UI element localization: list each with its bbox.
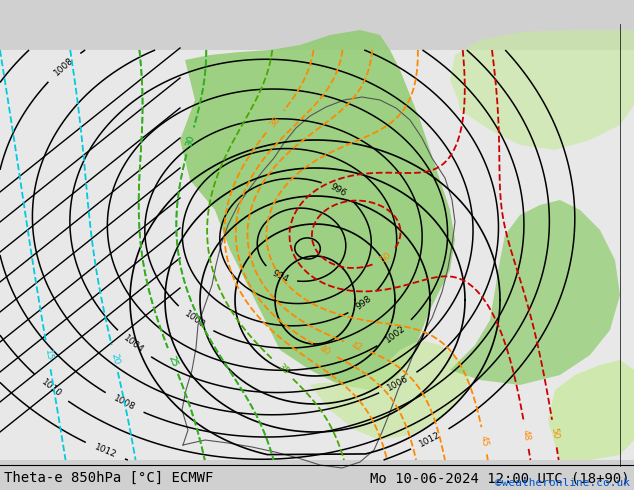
- Text: 1008: 1008: [112, 394, 136, 413]
- Polygon shape: [450, 30, 634, 150]
- Polygon shape: [180, 30, 455, 390]
- Text: 1004: 1004: [122, 334, 146, 355]
- Text: 50: 50: [378, 250, 393, 265]
- Text: 1002: 1002: [383, 323, 407, 344]
- Text: Theta-e 850hPa [°C] ECMWF: Theta-e 850hPa [°C] ECMWF: [4, 471, 214, 485]
- Text: 998: 998: [354, 294, 373, 312]
- Text: 45: 45: [479, 434, 490, 447]
- Text: 1012: 1012: [93, 442, 117, 460]
- Text: 996: 996: [328, 182, 347, 198]
- Text: 50: 50: [549, 427, 560, 440]
- Polygon shape: [548, 360, 634, 460]
- Text: 25: 25: [167, 354, 179, 368]
- Text: 35: 35: [276, 362, 290, 376]
- Text: ©weatheronline.co.uk: ©weatheronline.co.uk: [495, 478, 630, 488]
- Text: 38: 38: [268, 114, 282, 129]
- FancyBboxPatch shape: [0, 50, 634, 460]
- Text: 48: 48: [521, 429, 532, 441]
- Text: 20: 20: [109, 352, 120, 365]
- Text: Mo 10-06-2024 12:00 UTC (18+90): Mo 10-06-2024 12:00 UTC (18+90): [370, 471, 630, 485]
- Text: 25: 25: [167, 354, 179, 368]
- Text: 1000: 1000: [183, 309, 207, 330]
- Polygon shape: [450, 200, 620, 385]
- Text: 1010: 1010: [39, 378, 63, 399]
- Text: 1008: 1008: [52, 56, 75, 78]
- Text: 15: 15: [42, 349, 54, 362]
- Text: 1012: 1012: [418, 430, 443, 449]
- Text: 30: 30: [184, 134, 196, 147]
- Text: 40: 40: [318, 344, 332, 357]
- Polygon shape: [310, 340, 470, 440]
- Text: 30: 30: [184, 134, 196, 147]
- Text: 994: 994: [271, 269, 290, 284]
- Text: 1006: 1006: [386, 374, 410, 393]
- Text: 42: 42: [350, 340, 364, 353]
